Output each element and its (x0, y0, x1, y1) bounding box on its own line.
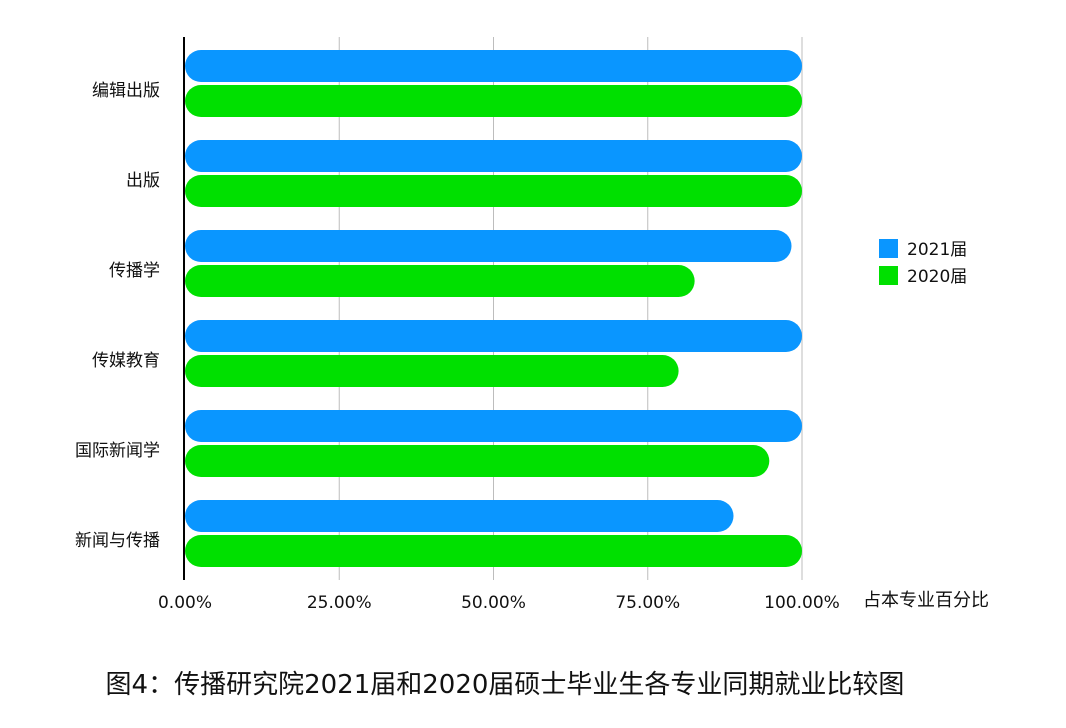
figure-caption: 图4：传播研究院2021届和2020届硕士毕业生各专业同期就业比较图 (105, 670, 905, 700)
tick-labels: 0.00% 25.00% 50.00% 75.00% 100.00% (158, 593, 840, 613)
bar (185, 85, 802, 117)
bar (185, 535, 802, 567)
x-axis-label: 占本专业百分比 (863, 590, 989, 611)
bar (185, 265, 695, 297)
gridlines (338, 37, 803, 580)
legend-label: 2021届 (907, 240, 967, 260)
bar (185, 410, 802, 442)
x-tick-label: 0.00% (158, 593, 212, 613)
legend-label: 2020届 (907, 267, 967, 287)
legend: 2021届 2020届 (879, 239, 967, 287)
category-label: 传媒教育 (92, 351, 160, 371)
x-tick-label: 100.00% (764, 593, 840, 613)
bar (185, 320, 802, 352)
x-tick-label: 50.00% (461, 593, 526, 613)
category-label: 传播学 (109, 261, 160, 281)
bar (185, 500, 734, 532)
category-label: 编辑出版 (92, 81, 160, 101)
category-label: 新闻与传播 (75, 531, 160, 551)
bar (185, 445, 770, 477)
category-label: 出版 (126, 171, 160, 191)
bar (185, 230, 792, 262)
bars (185, 50, 802, 567)
bar (185, 355, 679, 387)
x-tick-label: 25.00% (307, 593, 372, 613)
x-tick-label: 75.00% (615, 593, 680, 613)
category-label: 国际新闻学 (75, 441, 160, 461)
legend-swatch (879, 239, 898, 258)
legend-swatch (879, 266, 898, 285)
bar (185, 175, 802, 207)
bar (185, 50, 802, 82)
bar (185, 140, 802, 172)
